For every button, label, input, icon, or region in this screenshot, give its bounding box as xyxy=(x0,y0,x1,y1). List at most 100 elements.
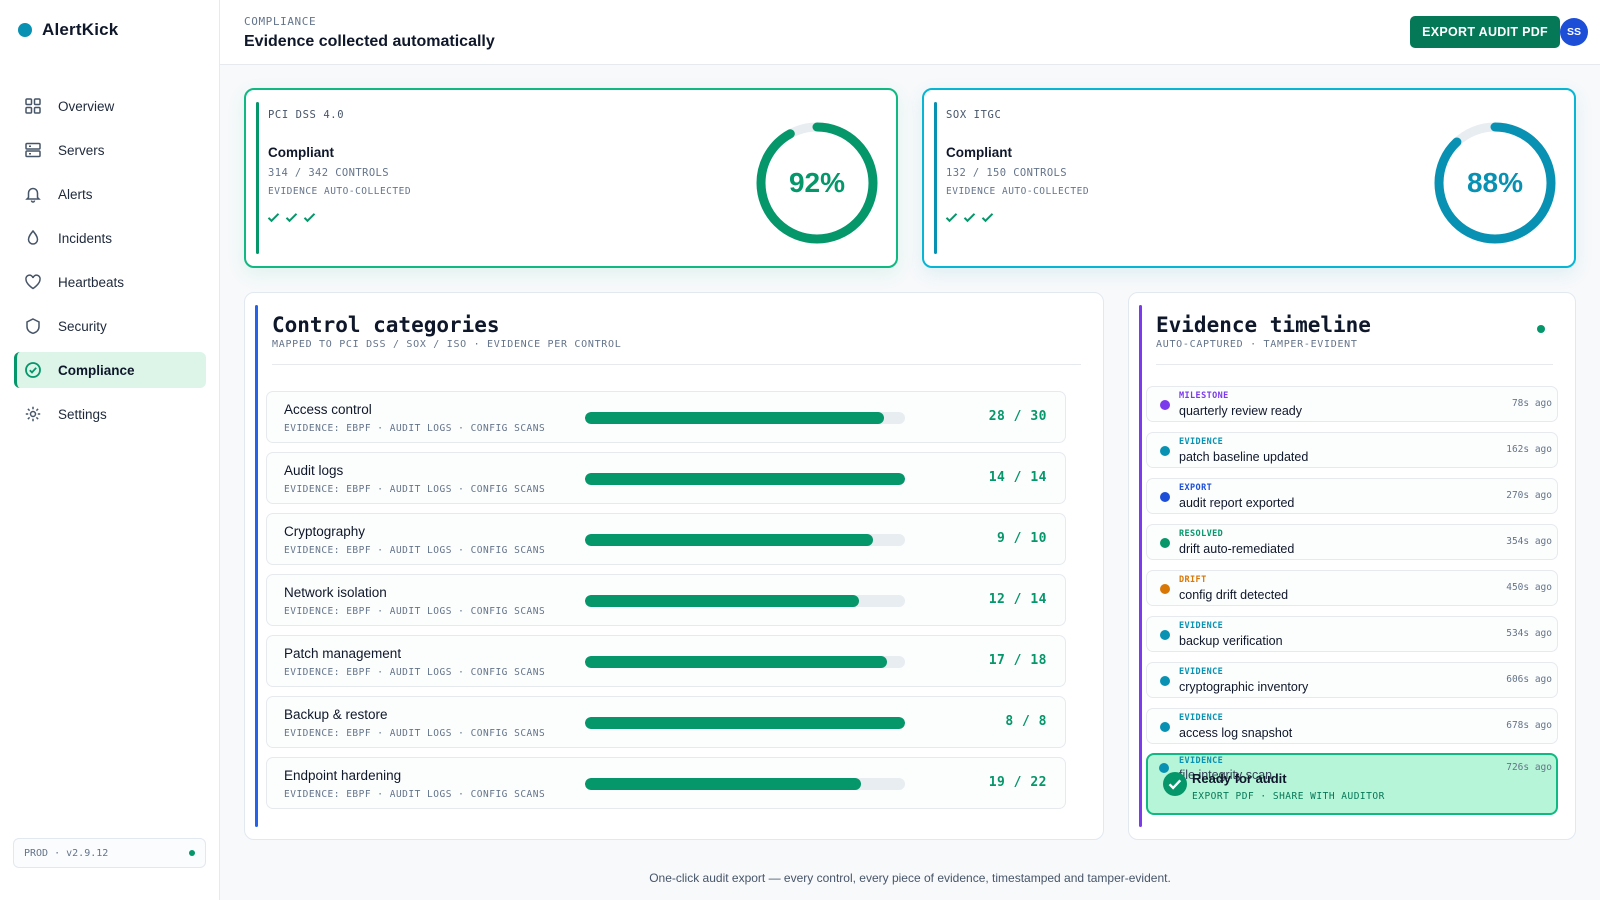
timeline-event-type: EVIDENCE xyxy=(1179,713,1224,723)
check-circle-icon xyxy=(1163,772,1187,796)
control-name: Access control xyxy=(284,402,372,417)
timeline-event-time: 354s ago xyxy=(1506,536,1552,547)
sidebar-item-label: Overview xyxy=(58,98,115,114)
control-count: 8 / 8 xyxy=(1005,714,1047,729)
check-icon xyxy=(285,213,298,223)
control-name: Endpoint hardening xyxy=(284,768,402,783)
heart-icon xyxy=(24,273,42,291)
control-row[interactable]: Patch management EVIDENCE: EBPF · AUDIT L… xyxy=(266,635,1066,687)
control-count: 28 / 30 xyxy=(988,409,1047,424)
brand-name: AlertKick xyxy=(42,20,119,39)
timeline-event-type: DRIFT xyxy=(1179,575,1207,585)
timeline-dot-icon xyxy=(1159,763,1169,773)
controls-count: 132 / 150 CONTROLS xyxy=(946,167,1067,179)
evidence-timeline-panel: Evidence timeline AUTO-CAPTURED · TAMPER… xyxy=(1128,292,1576,840)
control-count: 17 / 18 xyxy=(988,653,1047,668)
compliance-status: Compliant xyxy=(268,145,334,160)
check-icon xyxy=(945,213,958,223)
timeline-event-text: patch baseline updated xyxy=(1179,450,1309,464)
control-row[interactable]: Network isolation EVIDENCE: EBPF · AUDIT … xyxy=(266,574,1066,626)
timeline-event-time: 162s ago xyxy=(1506,444,1552,455)
timeline-event-time: 606s ago xyxy=(1506,674,1552,685)
export-audit-pdf-button[interactable]: EXPORT AUDIT PDF xyxy=(1410,16,1560,48)
control-count: 12 / 14 xyxy=(988,592,1047,607)
control-row[interactable]: Audit logs EVIDENCE: EBPF · AUDIT LOGS · … xyxy=(266,452,1066,504)
gauge-percent: 92% xyxy=(788,167,846,198)
sidebar-item-alerts[interactable]: Alerts xyxy=(14,176,206,212)
sidebar: AlertKick Overview Servers Alerts Incide… xyxy=(0,0,220,900)
sidebar-item-security[interactable]: Security xyxy=(14,308,206,344)
sidebar-item-label: Heartbeats xyxy=(58,274,125,290)
sidebar-item-servers[interactable]: Servers xyxy=(14,132,206,168)
progress-track xyxy=(585,412,905,424)
gauge-fill xyxy=(1434,122,1556,244)
sidebar-item-compliance[interactable]: Compliance xyxy=(14,352,206,388)
compliance-status: Compliant xyxy=(946,145,1012,160)
sidebar-item-incidents[interactable]: Incidents xyxy=(14,220,206,256)
timeline-item[interactable]: RESOLVED drift auto-remediated 354s ago xyxy=(1146,524,1558,560)
control-evidence: EVIDENCE: EBPF · AUDIT LOGS · CONFIG SCA… xyxy=(284,728,546,739)
breadcrumb: COMPLIANCE xyxy=(244,15,317,28)
sidebar-nav: Overview Servers Alerts Incidents Heartb… xyxy=(14,88,206,440)
progress-track xyxy=(585,717,905,729)
timeline-dot-icon xyxy=(1160,446,1170,456)
progress-fill xyxy=(585,412,884,424)
check-icon xyxy=(981,213,994,223)
sidebar-item-heartbeats[interactable]: Heartbeats xyxy=(14,264,206,300)
timeline-item[interactable]: MILESTONE quarterly review ready 78s ago xyxy=(1146,386,1558,422)
control-row[interactable]: Backup & restore EVIDENCE: EBPF · AUDIT L… xyxy=(266,696,1066,748)
timeline-item[interactable]: EVIDENCE access log snapshot 678s ago xyxy=(1146,708,1558,744)
sidebar-item-overview[interactable]: Overview xyxy=(14,88,206,124)
control-row[interactable]: Cryptography EVIDENCE: EBPF · AUDIT LOGS … xyxy=(266,513,1066,565)
shield-icon xyxy=(24,317,42,335)
timeline-item[interactable]: EXPORT audit report exported 270s ago xyxy=(1146,478,1558,514)
progress-track xyxy=(585,656,905,668)
ready-title: Ready for audit xyxy=(1192,771,1287,786)
timeline-event-type: EXPORT xyxy=(1179,483,1213,493)
timeline-dot-icon xyxy=(1160,400,1170,410)
sidebar-item-label: Settings xyxy=(58,406,107,422)
control-evidence: EVIDENCE: EBPF · AUDIT LOGS · CONFIG SCA… xyxy=(284,423,546,434)
control-categories-panel: Control categories MAPPED TO PCI DSS / S… xyxy=(244,292,1104,840)
framework-name: PCI DSS 4.0 xyxy=(268,109,345,121)
timeline-dot-icon xyxy=(1160,630,1170,640)
brand[interactable]: AlertKick xyxy=(18,20,118,40)
progress-fill xyxy=(585,595,860,607)
gauge-ring xyxy=(1434,122,1556,244)
timeline-item[interactable]: DRIFT config drift detected 450s ago xyxy=(1146,570,1558,606)
gear-icon xyxy=(24,405,42,423)
panel-accent xyxy=(255,305,258,827)
control-row[interactable]: Endpoint hardening EVIDENCE: EBPF · AUDIT… xyxy=(266,757,1066,809)
ready-subtitle: EXPORT PDF · SHARE WITH AUDITOR xyxy=(1192,791,1385,802)
timeline-event-text: drift auto-remediated xyxy=(1179,542,1295,556)
sidebar-item-label: Incidents xyxy=(58,230,113,246)
sidebar-item-settings[interactable]: Settings xyxy=(14,396,206,432)
timeline-dot-icon xyxy=(1160,722,1170,732)
ready-for-audit-card[interactable]: EVIDENCE file integrity scan 726s ago Re… xyxy=(1146,753,1558,815)
check-circle-icon xyxy=(24,361,42,379)
pci-gauge: 92% xyxy=(752,118,882,248)
timeline-item[interactable]: EVIDENCE cryptographic inventory 606s ago xyxy=(1146,662,1558,698)
avatar[interactable]: SS xyxy=(1560,18,1588,46)
flame-icon xyxy=(24,229,42,247)
panel-title: Control categories xyxy=(272,313,500,337)
gauge-fill xyxy=(756,122,878,244)
control-row[interactable]: Access control EVIDENCE: EBPF · AUDIT LOG… xyxy=(266,391,1066,443)
grid-icon xyxy=(24,97,42,115)
timeline-item[interactable]: EVIDENCE patch baseline updated 162s ago xyxy=(1146,432,1558,468)
framework-name: SOX ITGC xyxy=(946,109,1002,121)
control-count: 19 / 22 xyxy=(988,775,1047,790)
timeline-event-type: EVIDENCE xyxy=(1179,756,1224,766)
timeline-event-text: file integrity scan xyxy=(1179,768,1273,782)
timeline-event-time: 450s ago xyxy=(1506,582,1552,593)
timeline-dot-icon xyxy=(1160,584,1170,594)
progress-fill xyxy=(585,534,873,546)
check-marks xyxy=(944,210,995,225)
footer-note: One-click audit export — every control, … xyxy=(649,871,1171,885)
control-evidence: EVIDENCE: EBPF · AUDIT LOGS · CONFIG SCA… xyxy=(284,484,546,495)
timeline-item[interactable]: EVIDENCE backup verification 534s ago xyxy=(1146,616,1558,652)
timeline-event-time: 678s ago xyxy=(1506,720,1552,731)
timeline-event-time: 726s ago xyxy=(1506,762,1552,773)
sidebar-item-label: Security xyxy=(58,318,107,334)
control-evidence: EVIDENCE: EBPF · AUDIT LOGS · CONFIG SCA… xyxy=(284,667,546,678)
